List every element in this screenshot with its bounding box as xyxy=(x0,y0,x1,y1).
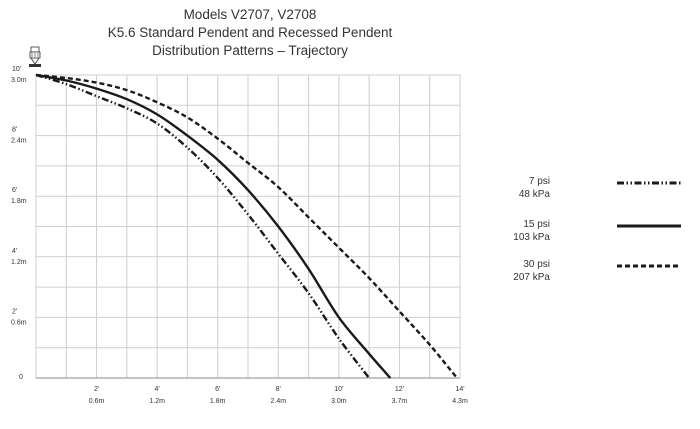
y-tick-label-m: 2.4m xyxy=(11,138,27,145)
x-tick-label-ft: 10' xyxy=(334,386,343,393)
x-tick-label-m: 1.8m xyxy=(210,398,226,405)
legend-label-psi: 15 psi xyxy=(523,219,550,230)
y-tick-label-ft: 10' xyxy=(12,66,21,73)
x-tick-label-ft: 12' xyxy=(395,386,404,393)
legend-label-psi: 7 psi xyxy=(529,176,550,187)
x-tick-label-m: 3.0m xyxy=(331,398,347,405)
x-tick-label-ft: 4' xyxy=(155,386,160,393)
x-axis-ticks: 2' 0.6m 4' 1.2m 6' 1.8m 8' 2.4m 10' 3.0m 12' 3.7m 14… xyxy=(89,386,468,405)
y-tick-label-m: 3.0m xyxy=(11,77,27,84)
chart-subtitle-line-1: K5.6 Standard Pendent and Recessed Pende… xyxy=(107,25,393,40)
x-tick-label-m: 1.2m xyxy=(149,398,165,405)
x-tick-label-ft: 14' xyxy=(455,386,464,393)
chart-title-block: Models V2707, V2708 K5.6 Standard Penden… xyxy=(0,6,500,60)
x-tick-label-m: 2.4m xyxy=(271,398,287,405)
y-tick-label-ft: 6' xyxy=(12,187,17,194)
y-tick-label-m: 1.8m xyxy=(11,198,27,205)
x-tick-label-m: 3.7m xyxy=(392,398,408,405)
x-tick-label-ft: 6' xyxy=(215,386,220,393)
legend-label-kpa: 48 kPa xyxy=(519,189,551,200)
series-line-3 xyxy=(35,73,458,379)
grid xyxy=(35,74,461,379)
x-tick-label-ft: 2' xyxy=(94,386,99,393)
y-tick-label-m: 1.2m xyxy=(11,259,27,266)
x-tick-label-m: 0.6m xyxy=(89,398,105,405)
legend-label-psi: 30 psi xyxy=(523,259,550,270)
chart-title: Models V2707, V2708 xyxy=(183,7,317,22)
legend-label-kpa: 207 kPa xyxy=(513,272,550,283)
x-tick-label-m: 4.3m xyxy=(452,398,468,405)
sprinkler-icon xyxy=(29,46,41,67)
legend-label-kpa: 103 kPa xyxy=(513,232,550,243)
y-tick-label-ft: 8' xyxy=(12,127,17,134)
series-lines xyxy=(35,73,458,379)
y-tick-label-ft: 2' xyxy=(12,308,17,315)
x-tick-label-ft: 8' xyxy=(276,386,281,393)
y-axis-ticks: 10' 3.0m 8' 2.4m 6' 1.8m 4' 1.2m 2' 0.6m 0 xyxy=(11,66,27,381)
y-tick-label-ft: 4' xyxy=(12,248,17,255)
series-line-1 xyxy=(35,73,371,379)
chart-subtitle-line-2: Distribution Patterns – Trajectory xyxy=(152,43,348,58)
legend: 7 psi 48 kPa 15 psi 103 kPa 30 psi 207 kPa xyxy=(513,176,681,283)
y-tick-label-ft: 0 xyxy=(19,374,23,381)
series-line-2 xyxy=(35,73,392,379)
y-tick-label-m: 0.6m xyxy=(11,319,27,326)
